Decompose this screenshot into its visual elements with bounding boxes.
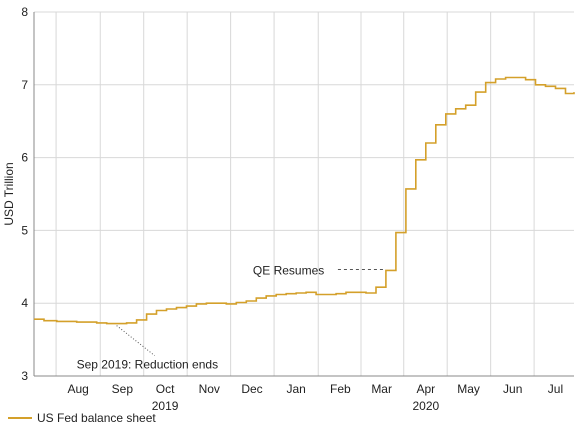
x-tick-label: Sep <box>112 382 134 396</box>
y-tick-label: 5 <box>21 223 28 237</box>
x-tick-label: Jan <box>286 382 305 396</box>
x-tick-labels: Aug Sep Oct Nov Dec Jan Feb Mar Apr May Jun Jul <box>67 382 563 396</box>
y-tick-label: 7 <box>21 78 28 92</box>
legend-label: US Fed balance sheet <box>37 411 156 425</box>
series <box>34 76 575 325</box>
x-tick-label: Jul <box>548 382 563 396</box>
annotation-sep-leader <box>116 325 155 356</box>
x-tick-label: Oct <box>156 382 175 396</box>
x-tick-label: Nov <box>199 382 220 396</box>
series-line <box>34 76 575 325</box>
legend-swatch <box>8 417 32 419</box>
x-tick-label: Dec <box>241 382 262 396</box>
x-tick-label: May <box>457 382 480 396</box>
year-labels: 2019 2020 <box>152 399 440 413</box>
y-tick-label: 6 <box>21 151 28 165</box>
x-tick-label: Feb <box>330 382 351 396</box>
x-year-label: 2019 <box>152 399 179 413</box>
legend: US Fed balance sheet <box>8 411 156 425</box>
x-tick-label: Apr <box>416 382 435 396</box>
y-tick-label: 8 <box>21 5 28 19</box>
y-tick-labels: 3 4 5 6 7 8 <box>21 5 28 383</box>
annotation-qe-resumes: QE Resumes <box>253 263 324 277</box>
x-year-label: 2020 <box>412 399 439 413</box>
y-tick-label: 4 <box>21 296 28 310</box>
x-tick-label: Aug <box>67 382 88 396</box>
x-tick-label: Jun <box>503 382 522 396</box>
annotations: QE Resumes Sep 2019: Reduction ends <box>77 263 384 372</box>
grid <box>34 11 574 377</box>
y-axis-label: USD Trillion <box>2 162 16 225</box>
y-tick-label: 3 <box>21 369 28 383</box>
x-tick-label: Mar <box>371 382 392 396</box>
annotation-sep-reduction-ends: Sep 2019: Reduction ends <box>77 358 218 372</box>
